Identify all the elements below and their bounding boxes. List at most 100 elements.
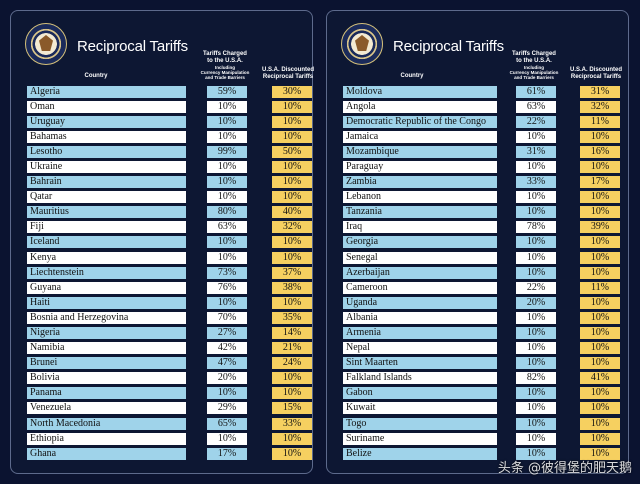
discounted-tariff-cell: 39% — [580, 221, 620, 234]
country-cell: Bolivia — [27, 372, 186, 385]
country-cell: Belize — [343, 447, 497, 460]
table-row: Tanzania 10% 10% — [343, 205, 628, 220]
country-cell: Armenia — [343, 327, 497, 339]
header-discounted-tariffs: U.S.A. Discounted Reciprocal Tariffs — [261, 67, 314, 80]
discounted-tariff-cell: 10% — [580, 311, 620, 324]
discounted-tariff-cell: 14% — [272, 327, 312, 339]
country-cell: Gabon — [343, 387, 497, 400]
discounted-tariff-cell: 10% — [580, 160, 620, 173]
discounted-tariff-cell: 16% — [580, 145, 620, 158]
country-cell: Paraguay — [343, 160, 497, 173]
country-cell: Venezuela — [27, 402, 186, 415]
discounted-tariff-cell: 10% — [580, 266, 620, 279]
presidential-seal-icon — [25, 23, 67, 65]
watermark: 头条 @彼得堡的肥天鹅 — [497, 461, 632, 476]
table-row: Zambia 33% 17% — [343, 175, 628, 190]
tariff-charged-cell: 63% — [516, 100, 556, 113]
country-cell: Suriname — [343, 432, 497, 445]
table-row: Armenia 10% 10% — [343, 326, 628, 341]
header-country: Country — [84, 73, 108, 79]
country-cell: Algeria — [27, 85, 186, 98]
table-row: Brunei 47% 24% — [27, 356, 312, 371]
tariff-charged-cell: 10% — [516, 417, 556, 430]
table-row: Qatar 10% 10% — [27, 190, 312, 205]
tariff-charged-cell: 10% — [516, 357, 556, 370]
table-row: Guyana 76% 38% — [27, 280, 312, 295]
tariff-charged-cell: 73% — [207, 266, 247, 279]
discounted-tariff-cell: 10% — [580, 251, 620, 264]
discounted-tariff-cell: 10% — [272, 296, 312, 309]
discounted-tariff-cell: 35% — [272, 311, 312, 324]
discounted-tariff-cell: 30% — [272, 85, 312, 98]
tariff-charged-cell: 10% — [207, 191, 247, 204]
tariff-charged-cell: 10% — [207, 130, 247, 143]
table-row: Belize 10% 10% — [343, 446, 628, 461]
table-row: Cameroon 22% 11% — [343, 280, 628, 295]
country-cell: Nepal — [343, 342, 497, 355]
discounted-tariff-cell: 31% — [580, 85, 620, 98]
country-cell: Lesotho — [27, 145, 186, 158]
tariff-charged-cell: 78% — [516, 221, 556, 234]
header-country: Country — [400, 73, 424, 79]
table-row: Liechtenstein 73% 37% — [27, 265, 312, 280]
tariff-charged-cell: 10% — [516, 251, 556, 264]
tariff-charged-cell: 10% — [516, 342, 556, 355]
presidential-seal-icon — [341, 23, 383, 65]
country-cell: North Macedonia — [27, 417, 186, 430]
country-cell: Bosnia and Herzegovina — [27, 311, 186, 324]
header-discounted-tariffs: U.S.A. Discounted Reciprocal Tariffs — [569, 67, 622, 80]
country-cell: Tanzania — [343, 206, 497, 219]
country-cell: Mozambique — [343, 145, 497, 158]
tariff-charged-cell: 10% — [516, 402, 556, 415]
country-cell: Georgia — [343, 236, 497, 249]
table-row: Bahamas 10% 10% — [27, 129, 312, 144]
header-tariffs-charged: Tariffs Charged to the U.S.A. Including … — [200, 51, 250, 80]
country-cell: Guyana — [27, 281, 186, 294]
discounted-tariff-cell: 10% — [272, 387, 312, 400]
country-cell: Bahrain — [27, 176, 186, 189]
discounted-tariff-cell: 10% — [272, 115, 312, 128]
country-cell: Zambia — [343, 176, 497, 189]
tariff-charged-cell: 10% — [207, 115, 247, 128]
discounted-tariff-cell: 24% — [272, 357, 312, 370]
table-row: Uruguay 10% 10% — [27, 114, 312, 129]
table-row: Gabon 10% 10% — [343, 386, 628, 401]
tariff-charged-cell: 70% — [207, 311, 247, 324]
table-row: Venezuela 29% 15% — [27, 401, 312, 416]
table-row: Uganda 20% 10% — [343, 295, 628, 310]
table-row: Suriname 10% 10% — [343, 431, 628, 446]
tariff-charged-cell: 65% — [207, 417, 247, 430]
country-cell: Lebanon — [343, 191, 497, 204]
table-row: Lebanon 10% 10% — [343, 190, 628, 205]
table-row: Ethiopia 10% 10% — [27, 431, 312, 446]
tariff-charged-cell: 10% — [516, 266, 556, 279]
table-row: Moldova 61% 31% — [343, 84, 628, 99]
tariff-charged-cell: 10% — [516, 130, 556, 143]
discounted-tariff-cell: 33% — [272, 417, 312, 430]
country-cell: Falkland Islands — [343, 372, 497, 385]
table-row: Bosnia and Herzegovina 70% 35% — [27, 310, 312, 325]
tariff-charged-cell: 47% — [207, 357, 247, 370]
tariff-charged-cell: 10% — [516, 327, 556, 339]
discounted-tariff-cell: 10% — [272, 191, 312, 204]
table-row: Iceland 10% 10% — [27, 235, 312, 250]
country-cell: Democratic Republic of the Congo — [343, 115, 497, 128]
tariff-charged-cell: 27% — [207, 327, 247, 339]
discounted-tariff-cell: 10% — [580, 447, 620, 460]
country-cell: Kenya — [27, 251, 186, 264]
right-panel: Reciprocal Tariffs Tariffs Charged to th… — [326, 10, 629, 474]
discounted-tariff-cell: 21% — [272, 342, 312, 355]
tariff-charged-cell: 76% — [207, 281, 247, 294]
tariff-charged-cell: 33% — [516, 176, 556, 189]
table-row: North Macedonia 65% 33% — [27, 416, 312, 431]
country-cell: Ethiopia — [27, 432, 186, 445]
tariff-charged-cell: 10% — [516, 236, 556, 249]
table-row: Angola 63% 32% — [343, 99, 628, 114]
country-cell: Uruguay — [27, 115, 186, 128]
table-row: Ukraine 10% 10% — [27, 159, 312, 174]
discounted-tariff-cell: 10% — [580, 327, 620, 339]
tariff-charged-cell: 80% — [207, 206, 247, 219]
country-cell: Bahamas — [27, 130, 186, 143]
table-row: Senegal 10% 10% — [343, 250, 628, 265]
table-row: Haiti 10% 10% — [27, 295, 312, 310]
